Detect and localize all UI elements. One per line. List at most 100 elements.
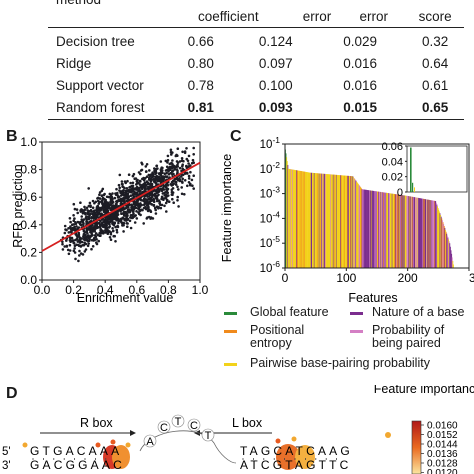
scatter-point [82, 229, 86, 233]
importance-bar [405, 195, 407, 268]
scatter-point [190, 178, 194, 182]
scatter-point [75, 225, 78, 228]
scatter-point [178, 166, 182, 170]
scatter-point [142, 178, 146, 182]
importance-bar [354, 179, 356, 268]
importance-bar [357, 184, 359, 268]
table-cell: 0.80 [187, 55, 214, 71]
importance-highlight [295, 445, 315, 469]
scatter-point [142, 197, 146, 200]
scatter-point [140, 199, 143, 202]
scatter-point [91, 233, 94, 237]
scatter-point [165, 198, 169, 202]
importance-bar [361, 189, 363, 268]
nucleotide-circle [187, 418, 201, 432]
x-tick-label: 3000 [469, 271, 474, 285]
inset-tick-label: 0.02 [382, 172, 403, 184]
scatter-point [117, 195, 120, 199]
importance-bar [376, 191, 378, 268]
importance-bar [394, 194, 396, 268]
panel-letter-b: B [6, 128, 18, 145]
scatter-point [171, 197, 174, 201]
importance-bar [450, 250, 452, 268]
importance-bar [318, 173, 320, 268]
scatter-point [68, 243, 72, 247]
x-tick-label: 0.2 [65, 283, 82, 297]
scatter-point [162, 176, 166, 180]
panel-letter-c: C [230, 128, 242, 145]
scatter-point [115, 219, 118, 222]
scatter-point [77, 244, 81, 247]
scatter-point [84, 248, 88, 251]
scatter-point [113, 221, 117, 224]
importance-bar [322, 173, 324, 268]
scatter-point [111, 200, 115, 204]
scatter-point [169, 150, 173, 154]
importance-bar [300, 171, 302, 268]
importance-bar [359, 186, 361, 268]
scatter-point [86, 234, 90, 238]
scatter-point [132, 187, 136, 190]
scatter-point [83, 241, 86, 245]
importance-bar [353, 177, 354, 268]
importance-bar [407, 196, 409, 268]
scatter-point [118, 186, 121, 190]
scatter-point [111, 192, 114, 195]
inset-frame [406, 145, 468, 193]
importance-bar [336, 174, 338, 268]
importance-bar [332, 174, 334, 268]
importance-bar [396, 194, 398, 268]
scatter-point [163, 204, 166, 208]
scatter-point [157, 172, 161, 175]
importance-x-label: Features [348, 291, 397, 305]
scatter-point [176, 154, 179, 157]
scatter-point [108, 192, 112, 196]
importance-bar [386, 192, 388, 268]
scatter-point [96, 226, 99, 230]
scatter-point [114, 225, 117, 229]
inset-bar [410, 147, 412, 192]
importance-bar [423, 198, 424, 268]
scatter-point [105, 195, 109, 199]
scatter-point [68, 217, 72, 220]
scatter-point [84, 212, 87, 215]
scatter-point [176, 163, 179, 167]
scatter-point [109, 203, 113, 206]
nucleotide-circle [201, 428, 215, 442]
scatter-point [113, 196, 117, 200]
scatter-point [99, 212, 102, 216]
stem-bottom-left: GACGGAAC [30, 458, 125, 472]
scatter-point [159, 160, 163, 163]
y-tick-label: 10-1 [260, 135, 281, 151]
scatter-point [85, 230, 89, 234]
scatter-point [171, 183, 175, 187]
importance-bar [375, 191, 377, 268]
scatter-point [63, 245, 66, 248]
loop-nucleotide: T [175, 416, 182, 428]
scatter-point [167, 168, 171, 172]
importance-bar [381, 192, 383, 268]
scatter-point [148, 200, 152, 204]
scatter-point [109, 232, 113, 236]
scatter-point [147, 197, 150, 201]
scatter-point [152, 177, 156, 181]
importance-bar [427, 199, 429, 268]
scatter-point [121, 185, 125, 189]
scatter-point [155, 175, 159, 178]
scatter-point [159, 206, 163, 210]
scatter-point [150, 203, 153, 206]
scatter-point [110, 214, 114, 217]
scatter-point [129, 181, 132, 185]
y-tick-label: 10-3 [260, 185, 281, 201]
scatter-point [156, 179, 159, 183]
importance-bar [291, 169, 293, 268]
scatter-point [98, 191, 102, 194]
method-header: method [56, 0, 101, 7]
importance-bar [437, 208, 439, 268]
scatter-point [146, 203, 149, 206]
importance-bar [418, 198, 420, 268]
scatter-point [128, 219, 132, 223]
x-tick-label: 200 [398, 271, 418, 285]
column-header: error [302, 9, 332, 24]
importance-bar [444, 227, 446, 268]
